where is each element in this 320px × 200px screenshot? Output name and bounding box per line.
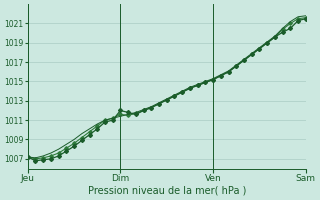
X-axis label: Pression niveau de la mer( hPa ): Pression niveau de la mer( hPa ) (88, 186, 246, 196)
